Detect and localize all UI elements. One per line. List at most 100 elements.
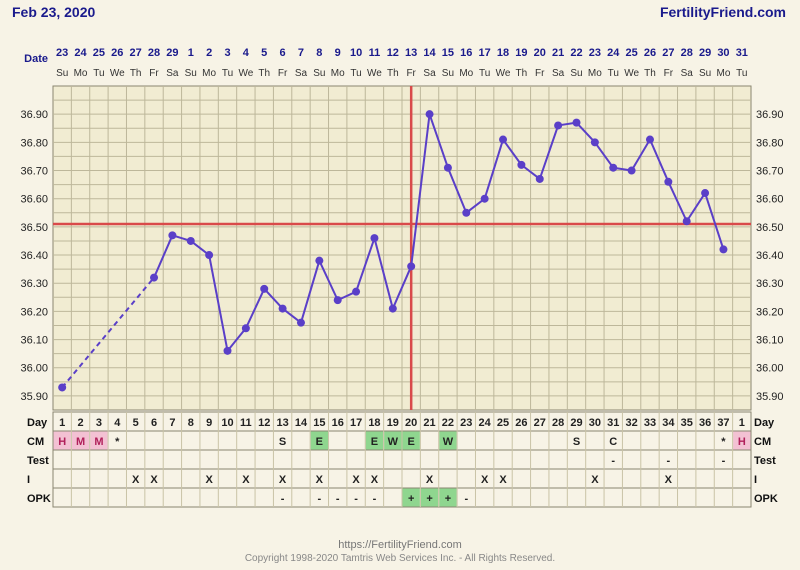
date-label: 25 (625, 47, 637, 59)
cell-highlight (53, 431, 71, 450)
weekday-label: Th (258, 68, 270, 79)
temperature-point (572, 118, 581, 127)
cell-cm: H (738, 436, 746, 448)
row-label-day: Day (27, 417, 48, 429)
weekday-label: Su (442, 68, 454, 79)
temperature-point (499, 135, 508, 144)
temperature-point (58, 383, 67, 392)
date-label: 8 (316, 47, 322, 59)
y-tick-left: 36.10 (20, 335, 48, 347)
date-label: 22 (570, 47, 582, 59)
temperature-segment (446, 167, 468, 214)
row-label-test-right: Test (754, 455, 776, 467)
y-tick-left: 36.90 (20, 109, 48, 121)
cell-day: 27 (534, 417, 546, 429)
cell-day: 28 (552, 417, 564, 429)
date-label: 30 (717, 47, 729, 59)
temperature-segment (630, 139, 651, 172)
weekday-label: Su (699, 68, 711, 79)
temperature-segment (538, 125, 560, 180)
cell-intercourse: X (665, 474, 673, 486)
cell-day: 35 (681, 417, 693, 429)
cell-day: 7 (169, 417, 175, 429)
y-tick-left: 36.20 (20, 306, 48, 318)
temperature-point (241, 324, 250, 333)
cell-highlight (439, 488, 457, 507)
cell-intercourse: X (371, 474, 379, 486)
temperature-point (682, 217, 691, 226)
temperature-segment (575, 121, 596, 144)
weekday-label: Fr (406, 68, 416, 79)
cell-day: 1 (59, 417, 65, 429)
weekday-label: Tu (350, 68, 361, 79)
cell-cm: M (94, 436, 103, 448)
temperature-segment (244, 288, 266, 329)
row-label-opk: OPK (27, 493, 51, 505)
weekday-label: Sa (423, 68, 436, 79)
temperature-point (205, 251, 214, 260)
y-tick-left: 36.60 (20, 194, 48, 206)
weekday-label: We (367, 68, 382, 79)
temperature-point (315, 256, 324, 265)
temperature-point (517, 160, 526, 169)
cell-day: 34 (662, 417, 675, 429)
brand-logo[interactable]: FertilityFriend.com (659, 4, 786, 20)
date-label: 28 (148, 47, 160, 59)
weekday-label: We (496, 68, 511, 79)
cell-day: 30 (589, 417, 601, 429)
weekday-label: Su (56, 68, 68, 79)
weekday-label: Su (313, 68, 325, 79)
temperature-segment (355, 237, 376, 292)
temperature-segment (263, 288, 284, 310)
y-tick-right: 36.30 (756, 278, 784, 290)
date-label: 29 (699, 47, 711, 59)
temperature-point (278, 304, 287, 313)
temperature-segment (594, 141, 615, 169)
weekday-label: We (110, 68, 125, 79)
cell-cm: E (316, 436, 323, 448)
cell-day: 1 (739, 417, 745, 429)
weekday-label: Mo (716, 68, 730, 79)
temperature-point (260, 284, 269, 293)
temperature-segment (208, 254, 229, 352)
cell-opk: + (426, 493, 432, 505)
cell-day: 16 (332, 417, 344, 429)
temperature-point (609, 163, 618, 172)
weekday-label: Th (644, 68, 656, 79)
date-label: 5 (261, 47, 267, 59)
date-label: 29 (166, 47, 178, 59)
cell-day: 25 (497, 417, 509, 429)
row-label-cm: CM (27, 436, 44, 448)
cell-highlight (365, 431, 384, 450)
date-label: 16 (460, 47, 472, 59)
cell-day: 31 (607, 417, 619, 429)
temperature-point (352, 287, 361, 296)
date-row-label: Date (24, 53, 48, 65)
temperature-segment-missing (61, 276, 155, 389)
date-label: 7 (298, 47, 304, 59)
temperature-point (296, 318, 305, 327)
cell-opk: - (336, 493, 340, 505)
footer-url[interactable]: https://FertilityFriend.com (338, 539, 462, 551)
date-label: 1 (188, 47, 194, 59)
date-label: 3 (224, 47, 230, 59)
date-label: 9 (335, 47, 341, 59)
date-label: 20 (534, 47, 546, 59)
temperature-segment (318, 260, 339, 301)
temperature-point (388, 304, 397, 313)
date-label: 27 (130, 47, 142, 59)
cell-intercourse: X (132, 474, 140, 486)
cell-opk: - (354, 493, 358, 505)
cell-intercourse: X (279, 474, 287, 486)
cell-highlight (71, 431, 90, 450)
cell-day: 10 (221, 417, 233, 429)
cell-cm: * (721, 436, 726, 448)
temperature-segment (685, 192, 706, 222)
weekday-label: Fr (278, 68, 288, 79)
row-label-opk-right: OPK (754, 493, 778, 505)
cell-cm: * (115, 436, 120, 448)
cell-intercourse: X (481, 474, 489, 486)
cell-opk: - (464, 493, 468, 505)
temperature-point (645, 135, 654, 144)
